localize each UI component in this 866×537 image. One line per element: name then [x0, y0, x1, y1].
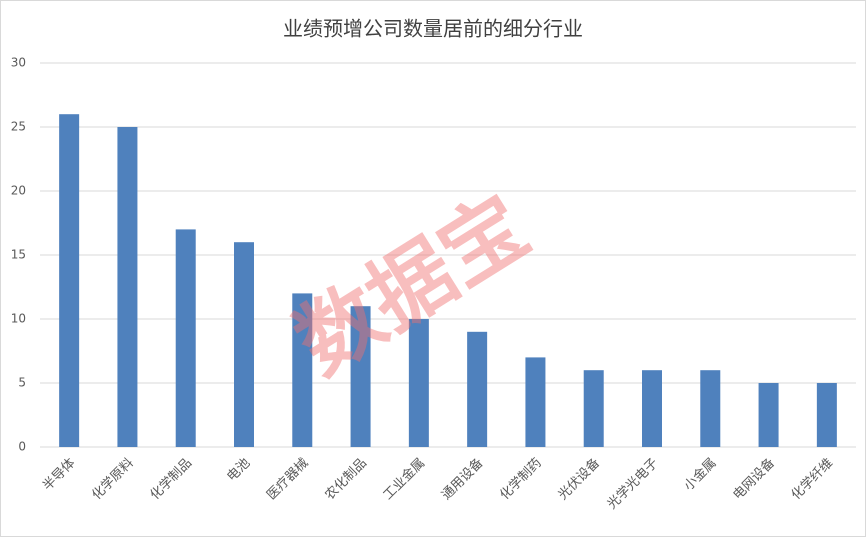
bar — [117, 127, 138, 447]
bar — [408, 319, 429, 447]
bar — [816, 383, 837, 447]
bar — [292, 293, 313, 447]
bar — [525, 357, 546, 447]
bar — [234, 242, 254, 447]
bar — [758, 383, 779, 447]
bar — [642, 370, 662, 447]
y-tick-label: 30 — [11, 56, 26, 70]
y-tick-label: 25 — [11, 120, 26, 134]
bar — [350, 306, 371, 447]
bar — [700, 370, 721, 447]
y-tick-label: 15 — [11, 248, 26, 262]
y-tick-label: 0 — [18, 440, 26, 454]
y-tick-label: 5 — [18, 376, 26, 390]
bar — [467, 331, 488, 447]
bar — [59, 114, 80, 447]
y-tick-label: 10 — [11, 312, 26, 326]
chart-title: 业绩预增公司数量居前的细分行业 — [283, 17, 583, 41]
bar — [583, 370, 604, 447]
bar — [175, 229, 196, 447]
y-tick-label: 20 — [11, 184, 26, 198]
